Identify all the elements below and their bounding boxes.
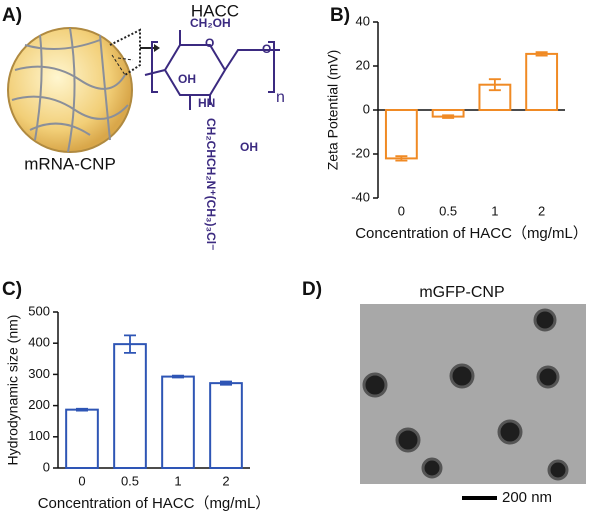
- bar: [384, 109, 418, 160]
- chem-label: CH₂OH: [190, 16, 231, 30]
- y-tick-label: 300: [28, 366, 50, 381]
- polymer: [11, 27, 129, 153]
- error-bar: [220, 380, 232, 386]
- structure: [144, 30, 280, 110]
- error-bar: [442, 114, 455, 119]
- y-tick-label: -40: [351, 189, 370, 204]
- chem-label: O: [205, 36, 214, 50]
- chem-label: O: [262, 42, 271, 56]
- x-tick-label: 2: [222, 473, 229, 488]
- y-tick-label: 500: [28, 303, 50, 318]
- bar: [209, 382, 243, 469]
- panel-label: B): [330, 5, 350, 26]
- y-tick-label: 20: [356, 57, 370, 72]
- chem-label: OH: [178, 72, 196, 86]
- y-tick-label: 0: [43, 459, 50, 474]
- bar: [161, 375, 195, 470]
- error-bar: [76, 407, 88, 412]
- bar: [525, 52, 559, 111]
- micrograph-title: mGFP-CNP: [419, 284, 504, 301]
- micrograph: mGFP-CNP 200 nm: [360, 284, 586, 506]
- x-tick-label: 0.5: [121, 473, 139, 488]
- y-axis-title: Zeta Potential (mV): [325, 50, 341, 171]
- x-tick-label: 0: [78, 473, 85, 488]
- panel-label: D): [302, 279, 322, 300]
- y-axis-title: Hydrodynamic size (nm): [5, 315, 21, 466]
- bar: [113, 343, 147, 469]
- x-axis-title: Concentration of HACC（mg/mL）: [38, 495, 271, 512]
- error-bar: [535, 51, 548, 57]
- arrow: [109, 28, 141, 76]
- x-axis-title: Concentration of HACC（mg/mL）: [355, 225, 588, 242]
- panel-label: A): [2, 5, 22, 26]
- chem-label: CH₂CHCH₂N⁺(CH₃)₃Cl⁻: [204, 118, 218, 250]
- x-tick-label: 1: [174, 473, 181, 488]
- bar: [65, 408, 99, 470]
- zoom: [111, 54, 134, 76]
- y-tick-label: 400: [28, 335, 50, 350]
- error-bar: [172, 374, 184, 379]
- chem-label: n: [276, 89, 285, 106]
- error-bar: [124, 334, 136, 354]
- chem-label: OH: [240, 140, 258, 154]
- y-tick-label: 40: [356, 13, 370, 28]
- chem-label: HN: [198, 96, 215, 110]
- y-tick-label: 100: [28, 428, 50, 443]
- x-tick-label: 1: [491, 203, 498, 218]
- y-tick-label: 200: [28, 397, 50, 412]
- tem-image: [360, 304, 586, 484]
- x-tick-label: 0: [398, 203, 405, 218]
- nanoparticles: [362, 308, 569, 481]
- panel-label: C): [2, 279, 22, 300]
- y-tick-label: -20: [351, 145, 370, 160]
- diagram: mRNA-CNP HACC CH₂OH O OH O HN OH CH₂CHCH…: [7, 1, 285, 250]
- particle-label: mRNA-CNP: [24, 154, 116, 173]
- y-tick-label: 0: [363, 101, 370, 116]
- x-tick-label: 0.5: [439, 203, 457, 218]
- arrowhead: [154, 44, 160, 52]
- error-bar: [395, 155, 408, 162]
- diagram-title: HACC: [191, 1, 239, 20]
- scale-bar-label: 200 nm: [502, 489, 552, 506]
- x-tick-label: 2: [538, 203, 545, 218]
- error-bar: [488, 78, 501, 92]
- particle: [7, 27, 133, 153]
